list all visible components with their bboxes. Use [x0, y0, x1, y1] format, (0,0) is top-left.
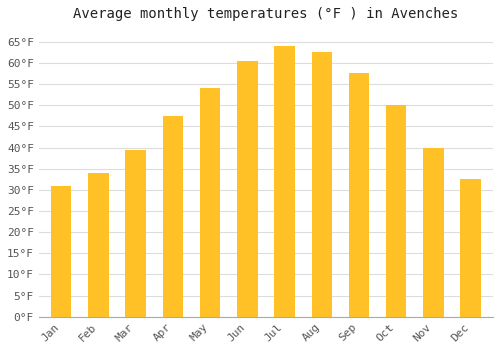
Bar — [349, 74, 370, 317]
Bar — [200, 88, 220, 317]
Bar — [423, 148, 444, 317]
Bar — [162, 116, 183, 317]
Bar — [51, 186, 72, 317]
Bar — [237, 61, 258, 317]
Bar — [126, 150, 146, 317]
Bar — [386, 105, 406, 317]
Bar — [460, 179, 481, 317]
Bar — [312, 52, 332, 317]
Bar — [88, 173, 108, 317]
Title: Average monthly temperatures (°F ) in Avenches: Average monthly temperatures (°F ) in Av… — [74, 7, 458, 21]
Bar — [274, 46, 295, 317]
